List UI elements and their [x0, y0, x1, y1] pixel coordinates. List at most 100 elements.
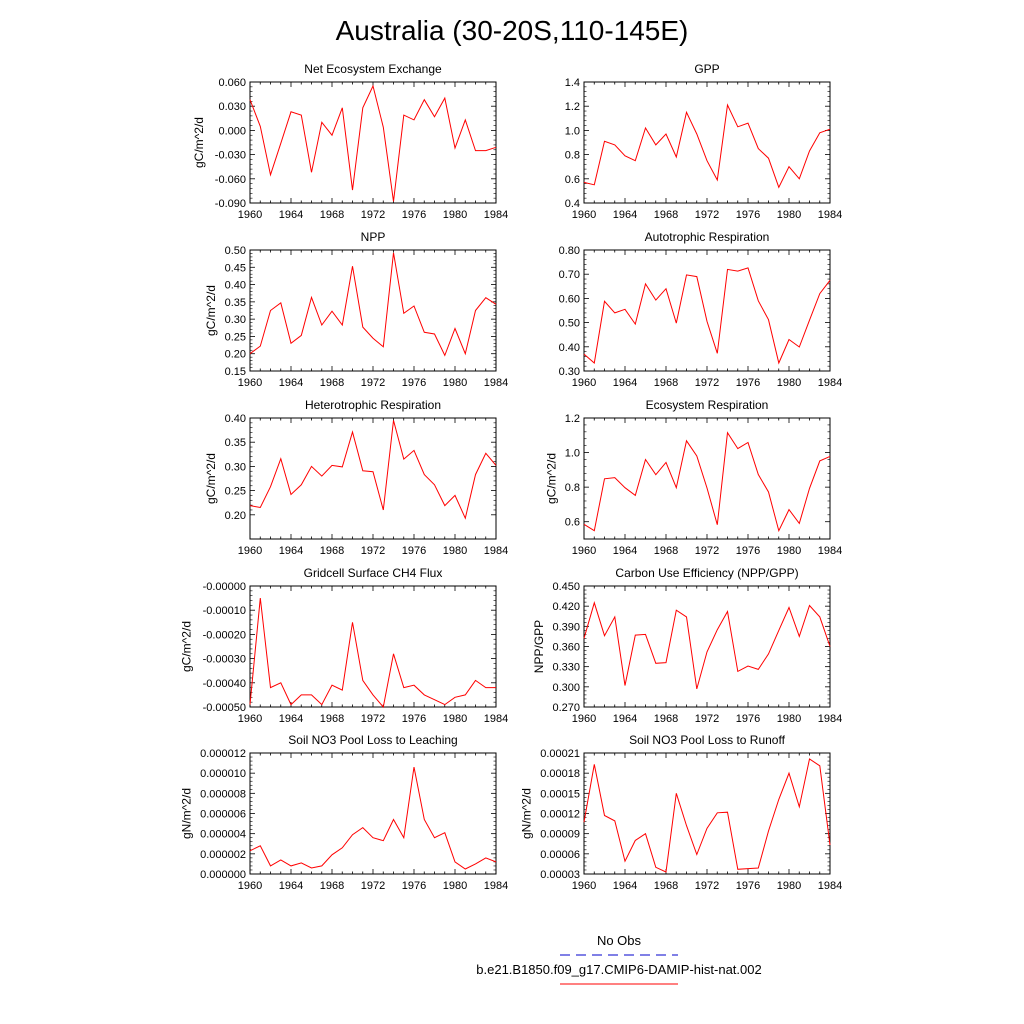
x-tick-label: 1964 — [279, 209, 303, 221]
x-tick-label: 1964 — [279, 377, 303, 389]
x-tick-label: 1964 — [279, 713, 303, 725]
x-tick-label: 1960 — [238, 209, 262, 221]
y-axis-label: gN/m^2/d — [179, 788, 193, 839]
chart-title: Soil NO3 Pool Loss to Leaching — [288, 733, 457, 747]
y-tick-label: 0.8 — [565, 482, 580, 494]
chart-panel: Net Ecosystem Exchange 1960 1964 1968 1972 19… — [192, 62, 508, 221]
series-line — [249, 767, 497, 870]
x-tick-label: 1980 — [777, 713, 801, 725]
y-tick-label: 0.35 — [225, 437, 246, 449]
y-tick-label: 0.270 — [552, 702, 580, 714]
x-tick-label: 1968 — [320, 209, 344, 221]
x-tick-label: 1972 — [695, 209, 719, 221]
y-tick-label: 0.20 — [225, 349, 246, 361]
y-tick-label: 0.50 — [225, 245, 246, 257]
x-tick-label: 1976 — [402, 377, 426, 389]
x-tick-label: 1980 — [777, 209, 801, 221]
y-tick-label: -0.00030 — [203, 654, 246, 666]
y-axis-label: gC/m^2/d — [179, 621, 193, 672]
series-line — [583, 267, 831, 365]
x-tick-label: 1964 — [613, 377, 637, 389]
x-tick-label: 1984 — [818, 545, 842, 557]
x-tick-label: 1980 — [443, 545, 467, 557]
y-tick-label: 0.4 — [565, 198, 580, 210]
y-tick-label: 0.00009 — [540, 829, 580, 841]
x-tick-label: 1968 — [654, 377, 678, 389]
x-tick-label: 1960 — [572, 377, 596, 389]
y-tick-label: 0.40 — [225, 413, 246, 425]
x-tick-label: 1968 — [654, 209, 678, 221]
plot-frame — [583, 752, 831, 875]
x-tick-label: 1964 — [279, 545, 303, 557]
x-tick-label: 1980 — [777, 880, 801, 892]
x-tick-label: 1964 — [613, 713, 637, 725]
chart-panel: GPP 1960 1964 1968 1972 1976 1980 1984 0.4 0.6 0.8… — [565, 62, 843, 221]
main-title: Australia (30-20S,110-145E) — [336, 15, 689, 46]
chart-panel: Autotrophic Respiration 1960 1964 1968 1972 1… — [559, 230, 843, 389]
x-tick-label: 1980 — [443, 209, 467, 221]
x-tick-label: 1972 — [695, 377, 719, 389]
y-tick-label: 1.2 — [565, 101, 580, 113]
x-tick-label: 1960 — [238, 713, 262, 725]
legend-model-label: b.e21.B1850.f09_g17.CMIP6-DAMIP-hist-nat… — [476, 962, 761, 977]
series-line — [583, 431, 831, 533]
x-tick-label: 1980 — [777, 545, 801, 557]
y-tick-label: 1.0 — [565, 125, 580, 137]
y-tick-label: 0.00015 — [540, 788, 580, 800]
y-tick-label: 0.000004 — [200, 829, 246, 841]
y-tick-label: 0.35 — [225, 297, 246, 309]
series-line — [583, 601, 831, 690]
y-tick-label: 0.000000 — [200, 869, 246, 881]
y-tick-label: -0.00000 — [203, 581, 246, 593]
y-tick-label: 0.00018 — [540, 768, 580, 780]
plot-frame — [583, 585, 831, 708]
y-tick-label: 0.20 — [225, 510, 246, 522]
plot-frame — [249, 81, 497, 204]
y-tick-label: 0.30 — [559, 366, 580, 378]
series-line — [583, 103, 831, 189]
y-tick-label: 0.030 — [218, 101, 246, 113]
x-tick-label: 1980 — [777, 377, 801, 389]
x-tick-label: 1984 — [818, 377, 842, 389]
x-tick-label: 1984 — [818, 713, 842, 725]
x-tick-label: 1984 — [484, 209, 508, 221]
chart-title: Autotrophic Respiration — [645, 230, 770, 244]
y-tick-label: -0.00020 — [203, 629, 246, 641]
panels: Net Ecosystem Exchange 1960 1964 1968 1972 19… — [179, 62, 842, 892]
chart-title: NPP — [361, 230, 386, 244]
chart-panel: Heterotrophic Respiration 1960 1964 1968 197… — [204, 398, 508, 557]
x-tick-label: 1972 — [695, 545, 719, 557]
y-tick-label: 0.30 — [225, 461, 246, 473]
x-tick-label: 1984 — [484, 880, 508, 892]
y-tick-label: 1.4 — [565, 77, 580, 89]
y-tick-label: 0.60 — [559, 293, 580, 305]
y-tick-label: 0.000006 — [200, 809, 246, 821]
chart-panel: NPP 1960 1964 1968 1972 1976 1980 1984 0.15 0.20 0… — [204, 230, 508, 389]
chart-title: Ecosystem Respiration — [646, 398, 769, 412]
x-tick-label: 1960 — [238, 545, 262, 557]
y-tick-label: 0.40 — [225, 280, 246, 292]
x-tick-label: 1968 — [654, 880, 678, 892]
x-tick-label: 1960 — [238, 880, 262, 892]
series-line — [249, 252, 497, 357]
x-tick-label: 1968 — [654, 545, 678, 557]
plot-frame — [249, 752, 497, 875]
x-tick-label: 1968 — [320, 377, 344, 389]
y-tick-label: 0.50 — [559, 318, 580, 330]
x-tick-label: 1976 — [736, 713, 760, 725]
chart-title: Gridcell Surface CH4 Flux — [304, 566, 443, 580]
x-tick-label: 1972 — [361, 713, 385, 725]
y-tick-label: 0.00012 — [540, 809, 580, 821]
y-tick-label: 0.45 — [225, 262, 246, 274]
chart-title: Heterotrophic Respiration — [305, 398, 441, 412]
y-tick-label: 0.360 — [552, 642, 580, 654]
y-tick-label: 0.000010 — [200, 768, 246, 780]
series-line — [249, 84, 497, 202]
x-tick-label: 1972 — [361, 880, 385, 892]
y-tick-label: 0.000002 — [200, 849, 246, 861]
x-tick-label: 1964 — [613, 209, 637, 221]
y-tick-label: 0.000 — [218, 125, 246, 137]
x-tick-label: 1972 — [695, 880, 719, 892]
y-axis-label: gC/m^2/d — [204, 285, 218, 336]
